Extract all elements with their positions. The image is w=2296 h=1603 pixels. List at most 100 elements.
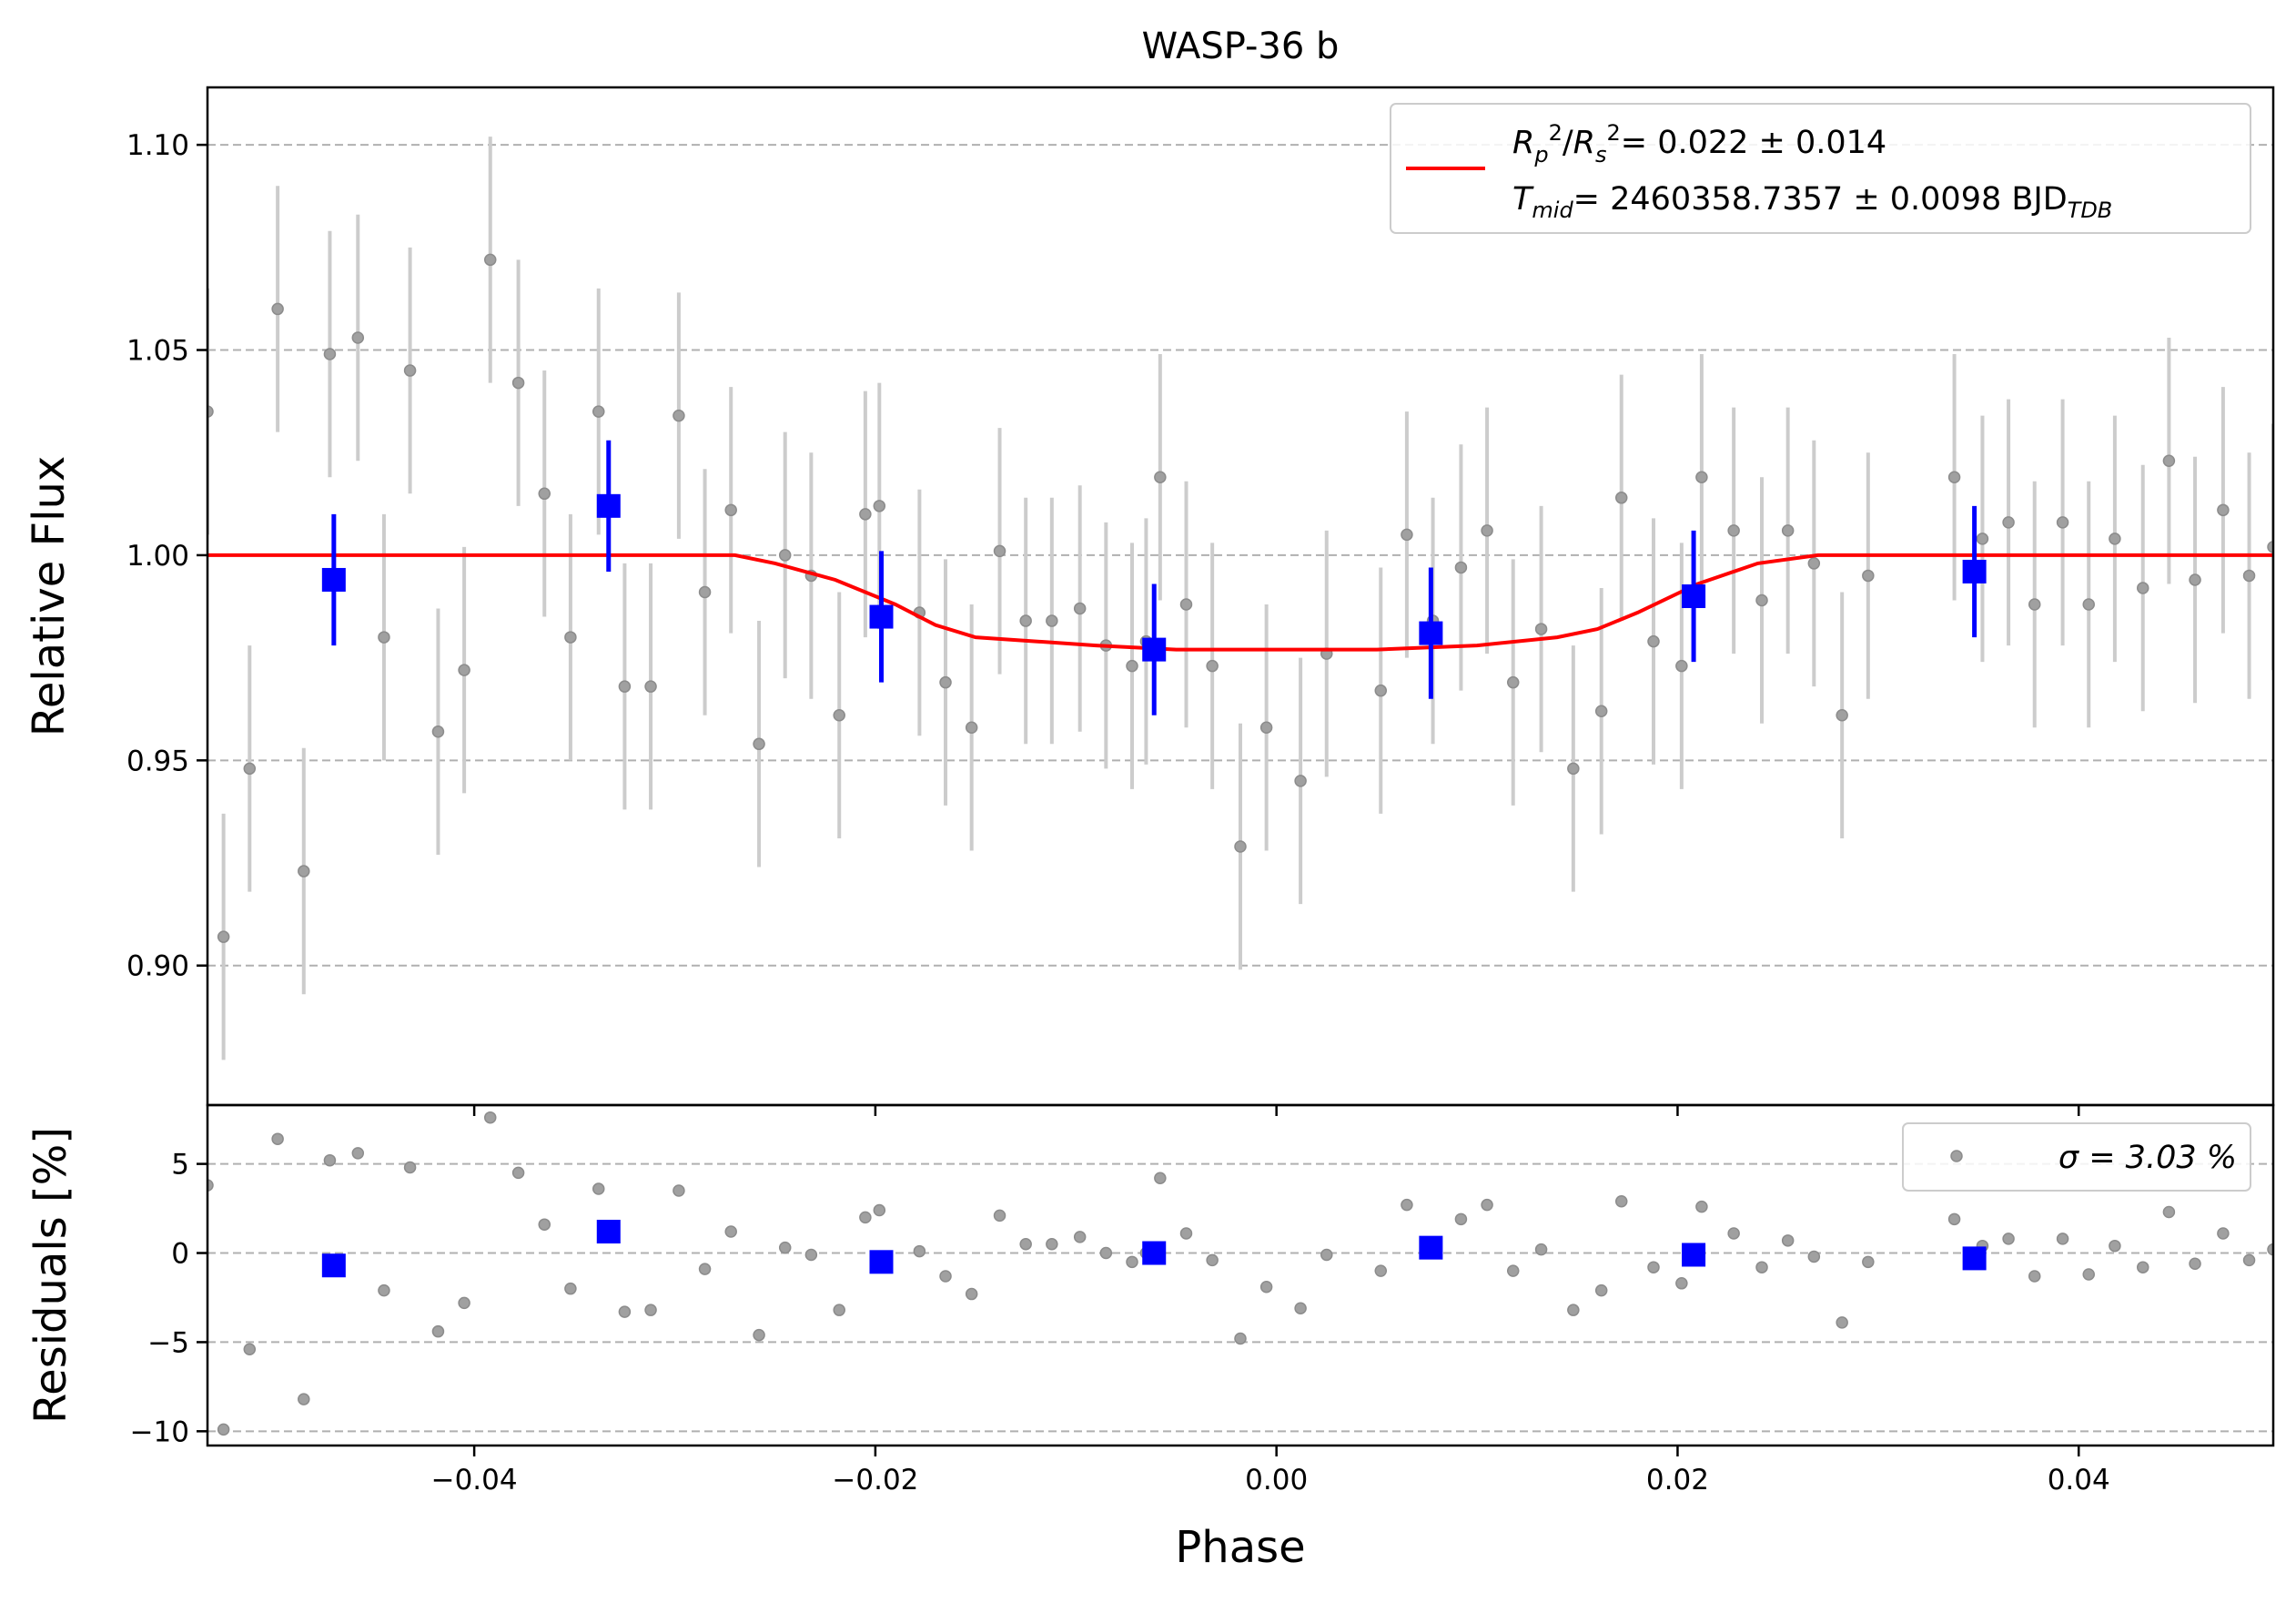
residual-raw-point — [993, 1209, 1006, 1223]
raw-point — [1374, 684, 1388, 697]
raw-point — [1454, 561, 1468, 574]
raw-point — [1807, 557, 1821, 570]
raw-point — [564, 631, 577, 644]
raw-point — [1695, 471, 1708, 484]
residual-binned-point — [321, 1253, 346, 1278]
residual-raw-point — [1179, 1227, 1193, 1240]
raw-point — [778, 549, 792, 562]
residuals-y-tick-label: 5 — [171, 1149, 189, 1182]
raw-point — [1019, 614, 1032, 627]
legend-tmid-unit: TDB — [2068, 198, 2113, 223]
residual-raw-point — [753, 1328, 765, 1342]
residual-raw-point — [323, 1153, 337, 1167]
raw-point — [1126, 659, 1138, 673]
raw-point — [2267, 541, 2273, 553]
residuals-legend: σ = 3.03 % — [1902, 1122, 2251, 1192]
raw-point — [207, 405, 214, 418]
residual-raw-point — [538, 1218, 551, 1231]
chart-title: WASP-36 b — [1142, 25, 1340, 67]
residual-raw-point — [1154, 1172, 1167, 1185]
residual-raw-point — [1206, 1253, 1219, 1267]
raw-point — [298, 865, 310, 878]
residual-raw-point — [1647, 1261, 1660, 1273]
raw-point — [698, 585, 712, 599]
raw-point — [644, 680, 657, 693]
residual-raw-point — [644, 1304, 657, 1316]
raw-point — [833, 708, 845, 722]
residual-raw-point — [1019, 1237, 1032, 1251]
residual-raw-point — [673, 1184, 685, 1197]
residual-raw-point — [1836, 1316, 1848, 1329]
raw-point — [217, 930, 230, 943]
flux-legend: Rp2/Rs2= 0.022 ± 0.014 Tmid= 2460358.735… — [1390, 103, 2251, 234]
x-axis-title: Phase — [1175, 1522, 1305, 1573]
raw-point — [873, 500, 886, 512]
binned-point — [1962, 559, 1987, 583]
residual-raw-point — [2028, 1270, 2041, 1283]
raw-point — [1234, 840, 1247, 853]
raw-point — [323, 348, 337, 360]
raw-point — [1836, 708, 1848, 722]
raw-point — [2242, 569, 2256, 583]
residual-raw-point — [1234, 1332, 1247, 1345]
residuals-y-tick-label: 0 — [171, 1238, 189, 1271]
residual-raw-point — [1294, 1302, 1307, 1314]
raw-point — [1727, 524, 1740, 537]
residual-raw-point — [403, 1161, 417, 1174]
raw-point — [271, 302, 284, 316]
residual-raw-points — [207, 1111, 2273, 1436]
residual-raw-point — [1046, 1237, 1058, 1251]
raw-point — [458, 664, 470, 676]
residual-raw-point — [1259, 1280, 1273, 1294]
raw-point — [1481, 524, 1493, 537]
legend-tmid-label: Tmid= 2460358.7357 ± 0.0098 BJDTDB — [1512, 181, 2112, 223]
raw-point — [1179, 598, 1193, 611]
raw-point — [511, 376, 525, 390]
residual-raw-point — [2242, 1253, 2256, 1267]
residual-raw-point — [1781, 1234, 1795, 1247]
residual-raw-point — [859, 1211, 872, 1224]
raw-point — [1976, 533, 1989, 545]
residuals-axes-frame — [206, 1103, 2275, 1447]
raw-point — [1073, 602, 1087, 615]
x-tick-label: 0.02 — [1646, 1464, 1709, 1496]
raw-errorbars — [207, 137, 2273, 1060]
raw-point — [1294, 775, 1307, 787]
residual-raw-point — [1755, 1261, 1768, 1273]
raw-point — [378, 631, 390, 644]
raw-point — [1259, 721, 1273, 735]
residuals-y-ticks: −10 −5 0 5 — [130, 1149, 207, 1448]
residuals-legend-box — [1902, 1122, 2251, 1192]
residual-raw-point — [2189, 1257, 2201, 1271]
raw-point — [993, 544, 1006, 558]
raw-point — [1647, 634, 1660, 648]
raw-point — [403, 364, 417, 377]
residual-raw-point — [1594, 1283, 1608, 1297]
raw-point — [1046, 614, 1058, 627]
residual-raw-point — [1862, 1255, 1875, 1269]
raw-point — [243, 762, 257, 776]
raw-point — [2162, 454, 2176, 467]
residual-raw-point — [1374, 1264, 1388, 1277]
residual-binned-point — [1962, 1246, 1987, 1271]
binned-point — [321, 567, 346, 592]
flux-y-axis-title: Relative Flux — [24, 456, 75, 737]
x-tick-label: 0.04 — [2048, 1464, 2110, 1496]
binned-point — [1682, 584, 1706, 608]
raw-point — [1675, 659, 1688, 673]
residuals-y-tick-label: −10 — [130, 1415, 189, 1448]
residual-raw-point — [873, 1203, 886, 1217]
binned-point — [596, 493, 621, 518]
legend-depth-value: = 0.022 ± 0.014 — [1621, 125, 1886, 161]
flux-plot-area — [207, 137, 2273, 1060]
residual-raw-point — [1073, 1231, 1087, 1243]
flux-y-tick-label: 1.10 — [126, 129, 189, 162]
residual-raw-point — [1534, 1243, 1548, 1256]
raw-point — [431, 725, 445, 738]
residual-raw-point — [833, 1304, 845, 1316]
residual-raw-point — [939, 1270, 952, 1283]
residual-raw-point — [1126, 1255, 1138, 1269]
binned-errorbars — [331, 440, 1977, 715]
residual-raw-point — [298, 1393, 310, 1405]
residual-raw-point — [2217, 1227, 2230, 1240]
